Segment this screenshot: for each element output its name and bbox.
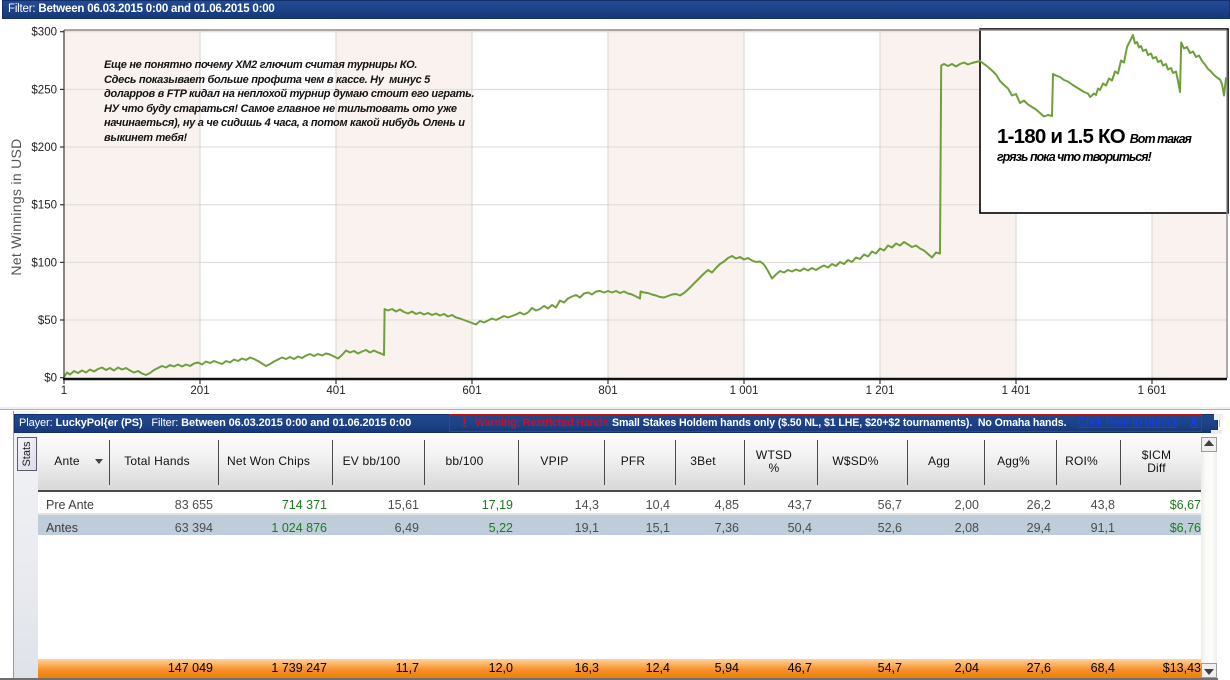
svg-text:1 401: 1 401 xyxy=(1002,385,1031,397)
svg-text:1: 1 xyxy=(61,385,67,397)
svg-text:601: 601 xyxy=(462,385,481,397)
svg-text:$200: $200 xyxy=(31,142,57,154)
svg-text:1 201: 1 201 xyxy=(866,385,895,397)
svg-text:$150: $150 xyxy=(31,200,57,212)
svg-text:401: 401 xyxy=(326,385,345,397)
svg-text:$50: $50 xyxy=(38,315,57,327)
svg-text:$100: $100 xyxy=(31,257,57,269)
svg-text:$250: $250 xyxy=(31,84,57,96)
svg-text:1 601: 1 601 xyxy=(1138,385,1167,397)
svg-text:801: 801 xyxy=(598,385,617,397)
svg-text:$300: $300 xyxy=(31,27,57,39)
svg-text:Net Winnings in USD: Net Winnings in USD xyxy=(8,138,24,275)
svg-text:201: 201 xyxy=(190,385,209,397)
svg-text:1 001: 1 001 xyxy=(730,385,759,397)
svg-text:$0: $0 xyxy=(44,373,57,385)
